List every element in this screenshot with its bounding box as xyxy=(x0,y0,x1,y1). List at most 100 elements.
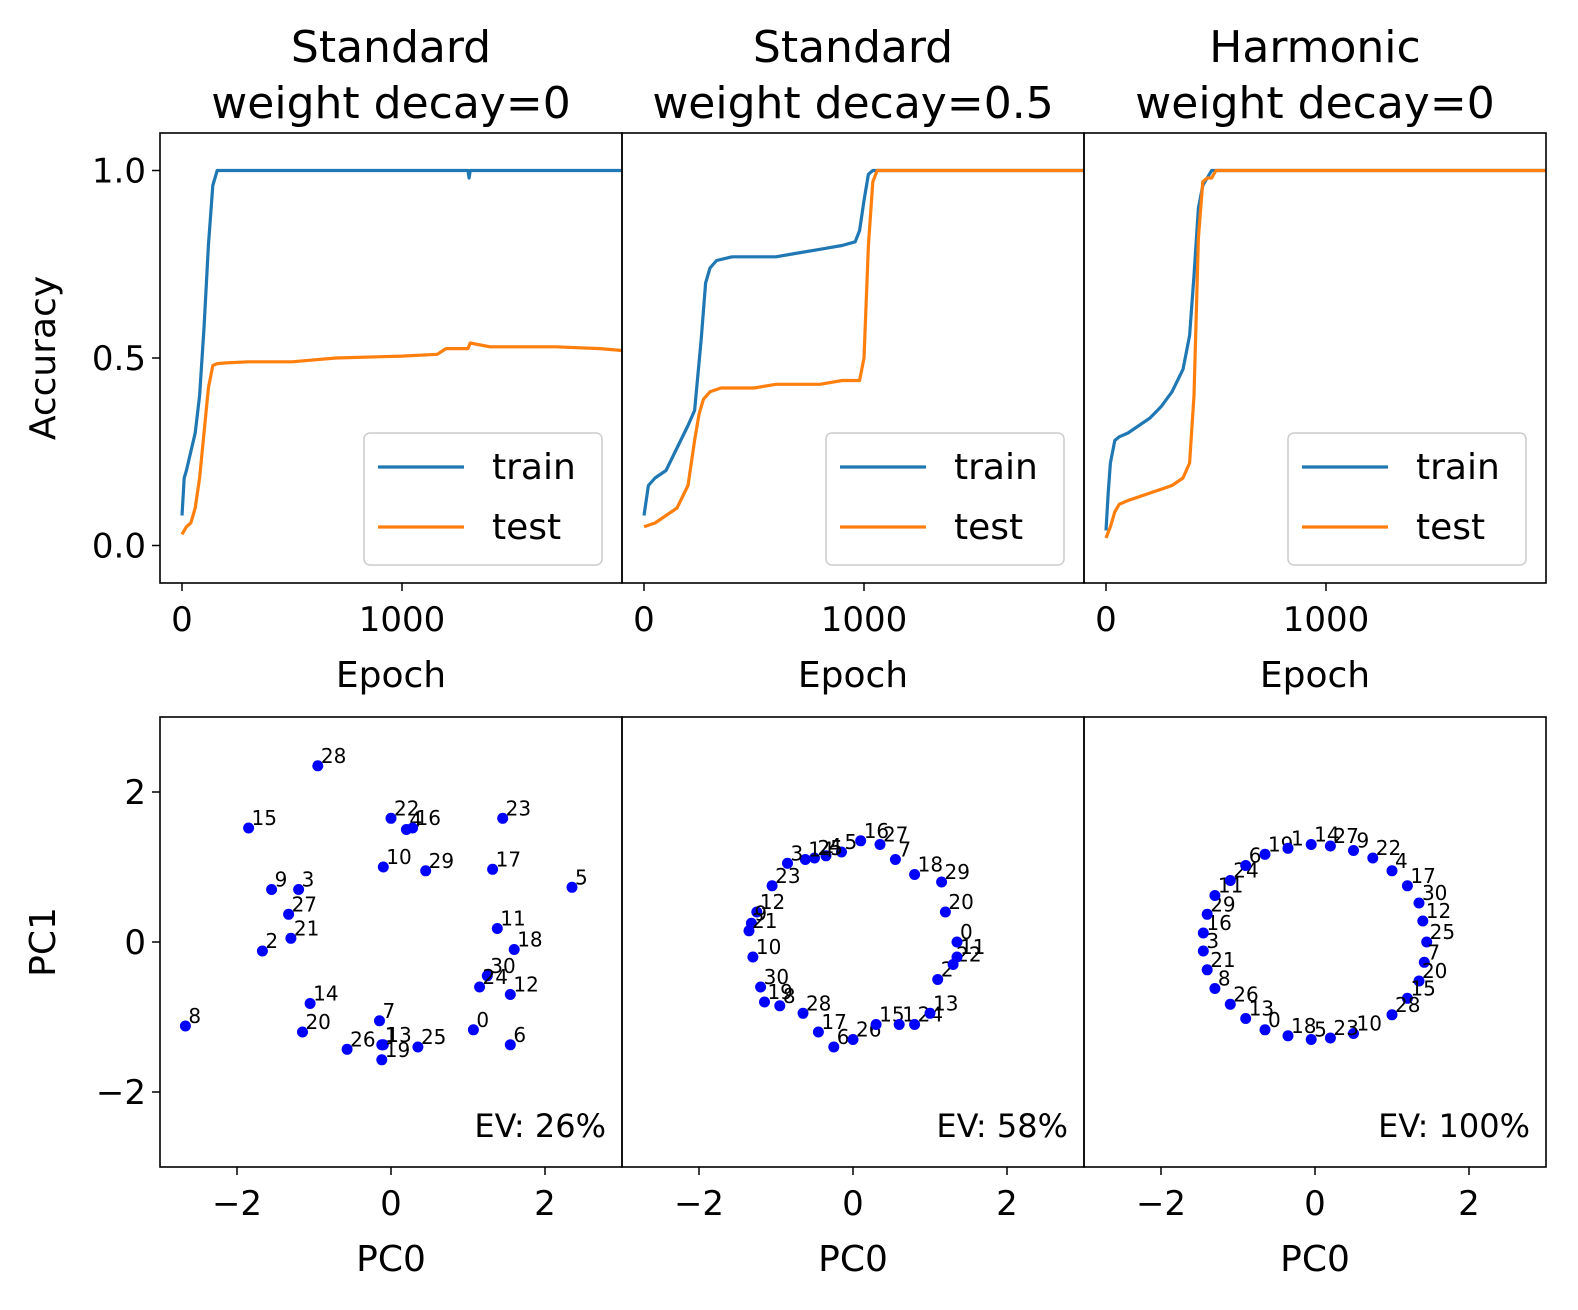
point-30 xyxy=(1413,897,1425,909)
point-2 xyxy=(256,945,268,957)
point-21 xyxy=(743,925,755,937)
point-label-18: 18 xyxy=(1291,1014,1316,1038)
x-tick-label: −2 xyxy=(1136,1184,1186,1224)
x-tick-label: 2 xyxy=(534,1184,556,1224)
point-25 xyxy=(412,1041,424,1053)
legend-label-train: train xyxy=(1416,447,1500,488)
y-tick-label: 2 xyxy=(124,773,146,813)
point-label-3: 3 xyxy=(1206,929,1219,953)
x-tick-label: −2 xyxy=(674,1184,724,1224)
series-line-test xyxy=(1104,168,1546,539)
explained-variance-label: EV: 100% xyxy=(1378,1107,1530,1145)
point-0 xyxy=(951,936,963,948)
legend-label-train: train xyxy=(492,447,576,488)
point-22 xyxy=(385,812,397,824)
x-tick-label: 0 xyxy=(171,600,193,640)
x-tick-label: 1000 xyxy=(1283,600,1370,640)
x-tick-label: 1000 xyxy=(821,600,908,640)
point-26 xyxy=(1224,998,1236,1010)
point-27 xyxy=(1324,840,1336,852)
point-label-23: 23 xyxy=(1333,1016,1358,1040)
point-label-1: 1 xyxy=(385,1023,398,1047)
point-label-0: 0 xyxy=(960,920,973,944)
point-0 xyxy=(467,1024,479,1036)
point-27 xyxy=(283,908,295,920)
point-8 xyxy=(179,1020,191,1032)
x-axis-label: PC0 xyxy=(1280,1239,1350,1280)
point-label-15: 15 xyxy=(1410,976,1435,1000)
point-10 xyxy=(1348,1028,1359,1039)
point-25 xyxy=(1421,936,1433,948)
series-line-test xyxy=(180,341,623,536)
point-1 xyxy=(893,1019,905,1030)
point-7 xyxy=(889,854,901,865)
point-label-6: 6 xyxy=(1249,844,1262,868)
point-label-23: 23 xyxy=(506,796,531,820)
point-label-27: 27 xyxy=(1333,824,1358,848)
point-13 xyxy=(1240,1013,1252,1024)
point-26 xyxy=(341,1043,353,1055)
axes-frame xyxy=(1083,716,1547,1168)
point-23 xyxy=(766,880,778,892)
point-label-20: 20 xyxy=(305,1010,330,1034)
point-8 xyxy=(1209,983,1221,994)
point-label-19: 19 xyxy=(767,980,792,1004)
point-0 xyxy=(1259,1024,1271,1036)
point-label-29: 29 xyxy=(429,849,454,873)
point-label-11: 11 xyxy=(500,907,525,931)
panel-title-line: Standard xyxy=(291,22,491,73)
point-29 xyxy=(1201,908,1213,920)
x-tick-label: 0 xyxy=(1095,600,1117,640)
point-9 xyxy=(266,884,278,895)
point-30 xyxy=(481,970,493,982)
legend-label-test: test xyxy=(492,507,561,548)
point-label-7: 7 xyxy=(898,838,911,862)
point-label-5: 5 xyxy=(575,865,588,889)
point-13 xyxy=(924,1007,936,1019)
point-24 xyxy=(474,981,486,993)
point-label-10: 10 xyxy=(756,935,781,959)
point-16 xyxy=(407,822,419,834)
point-24 xyxy=(1224,875,1236,886)
x-axis-label: Epoch xyxy=(1260,655,1370,696)
x-tick-label: 1000 xyxy=(359,600,446,640)
point-label-19: 19 xyxy=(385,1038,410,1062)
point-label-13: 13 xyxy=(386,1023,411,1047)
point-label-15: 15 xyxy=(252,806,277,830)
point-label-24: 24 xyxy=(483,965,508,989)
point-label-9: 9 xyxy=(275,868,288,892)
point-6 xyxy=(828,1041,840,1053)
point-label-12: 12 xyxy=(760,890,785,914)
point-18 xyxy=(909,869,921,880)
point-label-26: 26 xyxy=(350,1027,375,1051)
point-16 xyxy=(855,835,867,847)
point-label-17: 17 xyxy=(821,1010,846,1034)
point-10 xyxy=(377,861,389,873)
point-17 xyxy=(1401,880,1413,892)
point-25 xyxy=(809,852,820,864)
point-14 xyxy=(799,854,811,865)
point-20 xyxy=(1413,975,1425,987)
point-label-6: 6 xyxy=(837,1025,850,1049)
point-13 xyxy=(377,1039,389,1051)
point-29 xyxy=(936,876,948,888)
axes-frame xyxy=(1083,132,1547,584)
y-axis-label: PC1 xyxy=(23,907,64,977)
point-label-9: 9 xyxy=(1357,829,1370,853)
point-label-27: 27 xyxy=(883,823,908,847)
y-tick-label: 0 xyxy=(124,923,146,963)
x-tick-label: −2 xyxy=(212,1184,262,1224)
panel-title-line: weight decay=0 xyxy=(1135,78,1494,129)
point-label-21: 21 xyxy=(752,909,777,933)
point-3 xyxy=(782,857,793,869)
point-11 xyxy=(951,951,963,963)
panel-title-line: Harmonic xyxy=(1209,22,1420,73)
series-line-train xyxy=(642,168,1084,516)
y-axis-label: Accuracy xyxy=(23,276,64,440)
y-tick-label: 0.0 xyxy=(92,527,146,567)
legend-label-train: train xyxy=(954,447,1038,488)
